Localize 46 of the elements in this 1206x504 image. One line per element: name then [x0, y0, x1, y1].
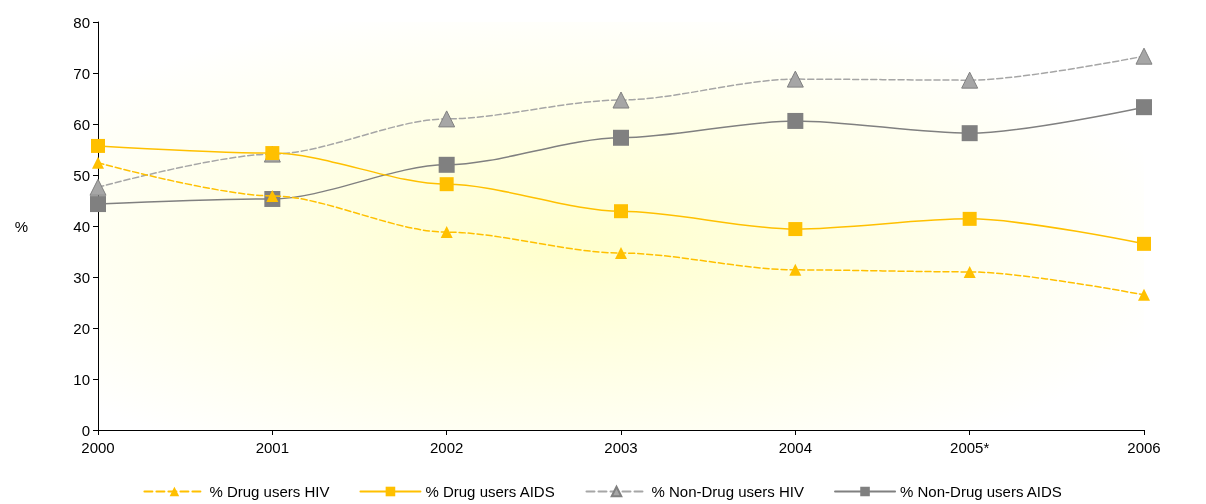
point	[92, 156, 104, 169]
point	[615, 247, 627, 260]
point	[89, 178, 107, 196]
point	[440, 226, 453, 239]
y-tick-label: 70	[73, 64, 90, 82]
point	[266, 189, 279, 202]
point	[786, 70, 804, 88]
point	[1138, 288, 1150, 301]
y-tick-label: 40	[73, 217, 90, 235]
point	[613, 129, 629, 146]
point	[1137, 236, 1151, 251]
point	[789, 263, 802, 276]
point	[91, 138, 105, 153]
point	[961, 71, 979, 89]
x-tick-label: 2003	[604, 439, 638, 456]
x-tick-label: 2000	[81, 439, 115, 456]
point	[90, 196, 106, 213]
y-tick-label: 50	[73, 166, 90, 184]
point	[787, 112, 804, 129]
legend-label: % Drug users HIV	[209, 483, 330, 500]
y-tick-label: 0	[81, 421, 90, 439]
point	[614, 204, 628, 219]
point	[788, 222, 803, 237]
point	[961, 125, 978, 142]
y-tick-label: 80	[73, 13, 90, 31]
y-tick-label: 30	[73, 268, 90, 286]
point	[1136, 99, 1152, 116]
x-tick-label: 2001	[255, 439, 290, 456]
y-tick-label: 20	[73, 319, 90, 337]
y-tick-label: 60	[73, 115, 90, 133]
point	[439, 177, 454, 192]
point	[438, 156, 455, 173]
legend-label: % Drug users AIDS	[425, 483, 555, 500]
point	[1135, 47, 1153, 65]
y-tick-label: 10	[73, 370, 90, 388]
point	[438, 110, 456, 128]
point	[612, 91, 630, 109]
x-tick-label: 2002	[429, 439, 464, 456]
x-tick-label: 2004	[778, 439, 813, 456]
x-tick-label: 2006	[1127, 439, 1161, 456]
x-tick-label: 2005*	[950, 439, 990, 456]
y-axis-title: %	[14, 217, 28, 235]
legend-label: % Non-Drug users AIDS	[900, 483, 1062, 500]
legend-label: % Non-Drug users HIV	[651, 483, 805, 500]
point	[963, 265, 976, 278]
point	[962, 211, 977, 226]
